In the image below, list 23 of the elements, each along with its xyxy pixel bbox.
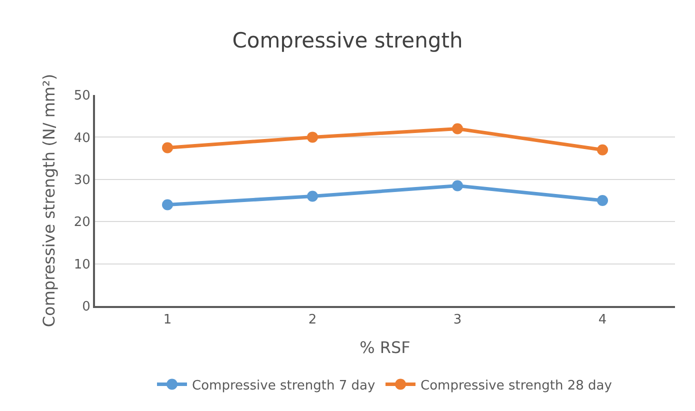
x-tick-label: 3	[453, 312, 462, 328]
legend-label: Compressive strength 7 day	[192, 378, 376, 394]
point	[452, 180, 463, 192]
point	[307, 190, 318, 202]
x-tick-label: 2	[308, 312, 317, 328]
point	[597, 144, 608, 156]
point	[162, 199, 173, 210]
y-axis-title: Compressive strength (N/ mm²)	[39, 74, 58, 328]
point	[452, 123, 463, 134]
y-tick-label: 40	[74, 130, 90, 146]
x-tick-label: 4	[598, 312, 607, 328]
y-tick-label: 30	[74, 172, 90, 188]
point	[162, 142, 173, 154]
y-tick-label: 20	[74, 215, 90, 230]
y-tick-label: 10	[74, 257, 90, 272]
point	[597, 195, 608, 206]
point	[307, 132, 318, 143]
y-tick-label: 0	[82, 300, 90, 315]
chart-title: Compressive strength	[232, 28, 463, 53]
x-axis-title: % RSF	[360, 338, 410, 357]
x-tick-label: 1	[163, 312, 172, 328]
legend-label: Compressive strength 28 day	[420, 378, 612, 394]
y-tick-label: 50	[74, 88, 90, 104]
